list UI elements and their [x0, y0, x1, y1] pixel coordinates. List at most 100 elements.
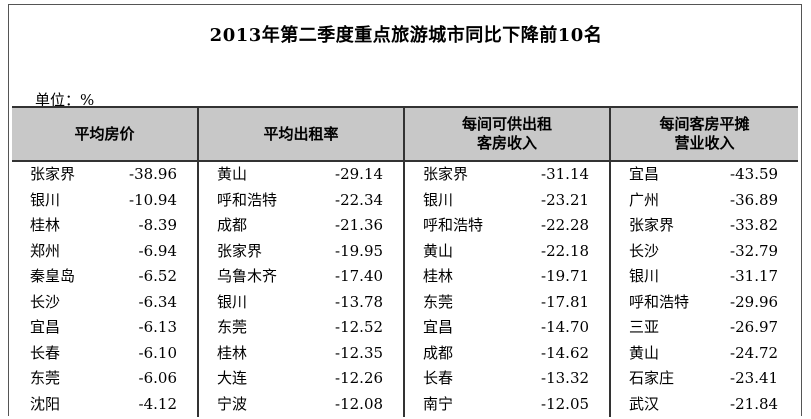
- city-name: 长沙: [30, 292, 61, 311]
- city-name: 南宁: [403, 391, 525, 417]
- city-name: 大连: [197, 366, 319, 392]
- decline-value: -13.78: [335, 292, 384, 311]
- ranking-table: 平均房价 平均出租率 每间可供出租 客房收入 每间客房平摊 营业收入 张家界 -3…: [12, 106, 799, 417]
- col-header-revpar: 每间可供出租 客房收入: [403, 106, 611, 162]
- col-header-revenue-per-room: 每间客房平摊 营业收入: [609, 106, 799, 162]
- table-row: 长沙 -6.34 银川 -13.78 东莞 -17.81 呼和浩特 -29.96: [12, 289, 798, 315]
- decline-value: -17.81: [541, 292, 590, 311]
- decline-value: -17.40: [335, 267, 384, 286]
- city-name: 长春: [403, 366, 525, 392]
- city-name: 银川: [197, 289, 319, 315]
- decline-value: -21.84: [730, 394, 779, 413]
- decline-value: -8.39: [138, 216, 178, 235]
- table-row: 银川 -10.94 呼和浩特 -22.34 银川 -23.21 广州 -36.89: [12, 187, 798, 213]
- city-name: 乌鲁木齐: [197, 264, 319, 290]
- document-frame: 2013年第二季度重点旅游城市同比下降前10名 单位：%: [8, 4, 802, 416]
- header-line: 每间客房平摊: [659, 115, 750, 133]
- decline-value: -22.28: [541, 216, 590, 235]
- decline-value: -14.62: [541, 343, 590, 362]
- city-name: 张家界: [30, 165, 76, 184]
- city-name: 沈阳: [30, 394, 61, 413]
- table-body: 张家界 -38.96 黄山 -29.14 张家界 -31.14 宜昌 -43.59 银川 -10.…: [12, 161, 798, 417]
- decline-value: -23.21: [541, 190, 590, 209]
- header-line: 每间可供出租: [462, 115, 553, 133]
- city-name: 黄山: [609, 340, 727, 366]
- city-name: 黄山: [197, 161, 319, 188]
- city-name: 成都: [403, 340, 525, 366]
- city-name: 东莞: [197, 315, 319, 341]
- decline-value: -6.52: [138, 267, 178, 286]
- city-name: 张家界: [609, 213, 727, 239]
- col-header-avg-room-price: 平均房价: [12, 106, 199, 162]
- decline-value: -23.41: [730, 369, 779, 388]
- decline-value: -22.18: [541, 241, 590, 260]
- decline-value: -6.06: [138, 369, 178, 388]
- city-name: 呼和浩特: [609, 289, 727, 315]
- header-line: 平均房价: [74, 124, 135, 143]
- decline-value: -12.35: [335, 343, 384, 362]
- city-name: 东莞: [30, 369, 61, 388]
- unit-label: 单位：%: [35, 91, 95, 109]
- decline-value: -6.94: [138, 241, 178, 260]
- city-name: 广州: [609, 187, 727, 213]
- decline-value: -6.34: [138, 292, 178, 311]
- table-row: 秦皇岛 -6.52 乌鲁木齐 -17.40 桂林 -19.71 银川 -31.17: [12, 264, 798, 290]
- header-row: 平均房价 平均出租率 每间可供出租 客房收入 每间客房平摊 营业收入: [12, 106, 799, 162]
- decline-value: -19.95: [335, 241, 384, 260]
- city-name: 呼和浩特: [403, 213, 525, 239]
- city-name: 桂林: [197, 340, 319, 366]
- city-name: 三亚: [609, 315, 727, 341]
- page-title: 2013年第二季度重点旅游城市同比下降前10名: [209, 25, 603, 46]
- city-name: 张家界: [197, 238, 319, 264]
- decline-value: -24.72: [730, 343, 779, 362]
- city-name: 银川: [609, 264, 727, 290]
- city-name: 武汉: [609, 391, 727, 417]
- decline-value: -10.94: [129, 190, 178, 209]
- city-name: 张家界: [403, 161, 525, 188]
- decline-value: -12.26: [335, 369, 384, 388]
- decline-value: -33.82: [730, 216, 779, 235]
- decline-value: -12.08: [335, 394, 384, 413]
- decline-value: -31.14: [541, 165, 590, 184]
- header-line: 营业收入: [674, 134, 735, 152]
- decline-value: -38.96: [129, 165, 178, 184]
- decline-value: -29.14: [335, 165, 384, 184]
- decline-value: -21.36: [335, 216, 384, 235]
- decline-value: -6.10: [138, 343, 178, 362]
- city-name: 东莞: [403, 289, 525, 315]
- decline-value: -19.71: [541, 267, 590, 286]
- decline-value: -31.17: [730, 267, 779, 286]
- table-row: 长春 -6.10 桂林 -12.35 成都 -14.62 黄山 -24.72: [12, 340, 798, 366]
- city-name: 呼和浩特: [197, 187, 319, 213]
- col-header-occupancy-rate: 平均出租率: [197, 106, 405, 162]
- table-row: 张家界 -38.96 黄山 -29.14 张家界 -31.14 宜昌 -43.59: [12, 161, 798, 188]
- table-row: 东莞 -6.06 大连 -12.26 长春 -13.32 石家庄 -23.41: [12, 366, 798, 392]
- decline-value: -22.34: [335, 190, 384, 209]
- city-name: 宜昌: [30, 318, 61, 337]
- city-name: 宁波: [197, 391, 319, 417]
- decline-value: -6.13: [138, 318, 178, 337]
- decline-value: -13.32: [541, 369, 590, 388]
- header-line: 客房收入: [477, 134, 538, 152]
- city-name: 宜昌: [403, 315, 525, 341]
- decline-value: -12.52: [335, 318, 384, 337]
- city-name: 郑州: [30, 241, 61, 260]
- city-name: 银川: [30, 190, 61, 209]
- table-row: 沈阳 -4.12 宁波 -12.08 南宁 -12.05 武汉 -21.84: [12, 391, 798, 417]
- table-row: 宜昌 -6.13 东莞 -12.52 宜昌 -14.70 三亚 -26.97: [12, 315, 798, 341]
- table-row: 桂林 -8.39 成都 -21.36 呼和浩特 -22.28 张家界 -33.82: [12, 213, 798, 239]
- decline-value: -26.97: [730, 318, 779, 337]
- table-row: 郑州 -6.94 张家界 -19.95 黄山 -22.18 长沙 -32.79: [12, 238, 798, 264]
- decline-value: -29.96: [730, 292, 779, 311]
- decline-value: -4.12: [138, 394, 178, 413]
- decline-value: -32.79: [730, 241, 779, 260]
- city-name: 桂林: [30, 216, 61, 235]
- city-name: 宜昌: [609, 161, 727, 188]
- city-name: 秦皇岛: [30, 267, 76, 286]
- city-name: 长沙: [609, 238, 727, 264]
- header-line: 平均出租率: [263, 124, 339, 143]
- decline-value: -14.70: [541, 318, 590, 337]
- decline-value: -36.89: [730, 190, 779, 209]
- city-name: 黄山: [403, 238, 525, 264]
- decline-value: -12.05: [541, 394, 590, 413]
